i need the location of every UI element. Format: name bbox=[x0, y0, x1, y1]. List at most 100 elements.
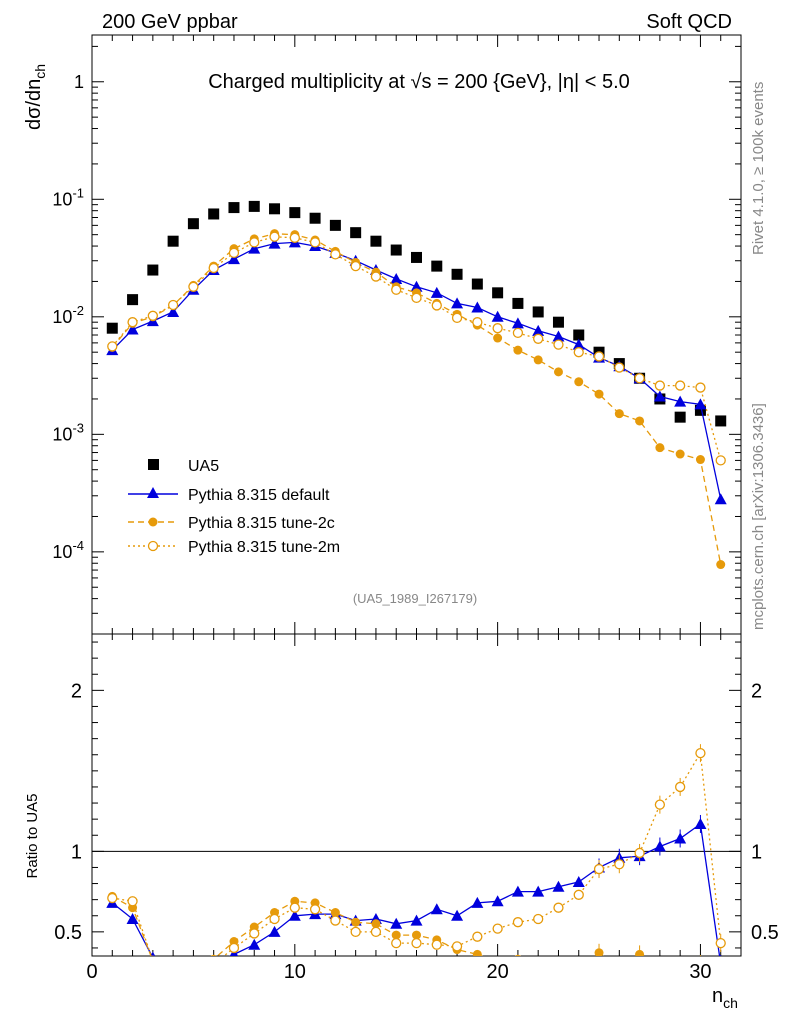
ratio-y-axis-label: Ratio to UA5 bbox=[24, 793, 41, 878]
series-line-pythia-8-315-tune-2m bbox=[111, 236, 722, 461]
y-tick-exponent: -3 bbox=[72, 420, 84, 435]
data-point-pythia-8-315-tune-2m-11 bbox=[309, 237, 321, 248]
ratio-point-pythia-8-315-tune-2m-22 bbox=[533, 913, 544, 925]
legend-label-tune-2c: Pythia 8.315 tune-2c bbox=[188, 515, 335, 532]
ratio-point-pythia-8-315-default-18 bbox=[451, 909, 464, 921]
y-tick-exponent: -2 bbox=[72, 303, 84, 318]
data-point-pythia-8-315-tune-2m-18 bbox=[451, 312, 463, 323]
data-point-pythia-8-315-tune-2c-21 bbox=[513, 345, 523, 355]
data-point-ua5-14 bbox=[370, 235, 382, 247]
data-point-ua5-22 bbox=[532, 306, 544, 318]
ratio-point-pythia-8-315-tune-2c-5 bbox=[189, 969, 198, 978]
data-point-ua5-3 bbox=[147, 264, 159, 276]
data-point-ua5-4 bbox=[167, 235, 179, 247]
ratio-point-pythia-8-315-tune-2m-14 bbox=[370, 926, 382, 937]
ratio-point-pythia-8-315-tune-2m-16 bbox=[411, 937, 422, 949]
data-point-pythia-8-315-tune-2m-6 bbox=[208, 262, 219, 274]
y-tick-exponent: -1 bbox=[72, 185, 84, 200]
legend-label-tune-2m: Pythia 8.315 tune-2m bbox=[188, 539, 340, 556]
x-tick-label: 20 bbox=[487, 961, 509, 983]
data-point-pythia-8-315-tune-2c-30 bbox=[695, 455, 705, 465]
data-point-ua5-19 bbox=[471, 278, 483, 290]
data-point-pythia-8-315-tune-2c-25 bbox=[594, 389, 604, 399]
data-point-pythia-8-315-tune-2m-1 bbox=[107, 341, 118, 352]
data-point-pythia-8-315-tune-2m-24 bbox=[573, 347, 584, 358]
ratio-point-pythia-8-315-tune-2c-27 bbox=[635, 949, 645, 956]
y-tick-label: 10-4 bbox=[52, 538, 84, 562]
data-point-pythia-8-315-default-19 bbox=[471, 301, 484, 313]
ratio-point-pythia-8-315-tune-2c-19 bbox=[472, 949, 482, 956]
ratio-point-pythia-8-315-tune-2c-28 bbox=[655, 971, 664, 980]
data-point-pythia-8-315-default-15 bbox=[390, 272, 403, 284]
data-point-ua5-5 bbox=[187, 218, 199, 230]
data-point-pythia-8-315-default-16 bbox=[410, 280, 423, 292]
ratio-y-tick-label-right: 0.5 bbox=[751, 922, 779, 944]
ratio-point-pythia-8-315-tune-2m-1 bbox=[107, 892, 118, 904]
data-point-pythia-8-315-tune-2m-31 bbox=[715, 455, 726, 466]
data-point-pythia-8-315-tune-2m-10 bbox=[289, 232, 300, 243]
ratio-point-pythia-8-315-default-28 bbox=[653, 840, 666, 852]
data-point-pythia-8-315-default-2 bbox=[126, 323, 139, 335]
data-point-ua5-29 bbox=[674, 411, 686, 423]
data-point-pythia-8-315-tune-2m-13 bbox=[350, 260, 361, 272]
data-point-ua5-16 bbox=[411, 251, 422, 263]
ratio-point-pythia-8-315-default-10 bbox=[288, 909, 301, 921]
ratio-point-pythia-8-315-tune-2m-25 bbox=[593, 863, 605, 875]
ratio-point-pythia-8-315-default-16 bbox=[410, 914, 423, 926]
ratio-point-pythia-8-315-tune-2m-21 bbox=[512, 917, 524, 928]
data-point-pythia-8-315-default-17 bbox=[430, 286, 443, 298]
ratio-point-pythia-8-315-default-4 bbox=[167, 971, 179, 982]
ratio-point-pythia-8-315-tune-2c-25 bbox=[594, 948, 604, 956]
ratio-point-pythia-8-315-tune-2c-22 bbox=[534, 963, 543, 972]
legend-marker-tune-2c bbox=[148, 517, 158, 527]
ratio-point-pythia-8-315-default-8 bbox=[248, 938, 261, 950]
data-point-pythia-8-315-tune-2m-30 bbox=[695, 382, 706, 393]
data-point-pythia-8-315-tune-2m-17 bbox=[431, 300, 442, 311]
data-point-pythia-8-315-tune-2m-20 bbox=[492, 323, 503, 334]
data-point-ua5-6 bbox=[208, 208, 220, 220]
ratio-point-pythia-8-315-tune-2c-15 bbox=[391, 930, 401, 940]
data-point-pythia-8-315-tune-2c-24 bbox=[574, 377, 584, 387]
data-point-ua5-20 bbox=[492, 287, 504, 299]
legend-marker-tune-2m bbox=[147, 540, 159, 552]
data-point-pythia-8-315-default-4 bbox=[167, 305, 180, 317]
data-point-ua5-17 bbox=[431, 260, 443, 272]
mcplots-label: mcplots.cern.ch [arXiv:1306.3436] bbox=[750, 403, 767, 630]
data-point-pythia-8-315-default-30 bbox=[694, 398, 707, 410]
data-point-pythia-8-315-tune-2c-22 bbox=[533, 355, 543, 365]
ratio-point-pythia-8-315-default-29 bbox=[674, 832, 687, 844]
legend-marker-ua5 bbox=[148, 459, 159, 470]
main-plot-panel: 10-4 10-3 10-2 10-1 1 bbox=[52, 34, 742, 635]
x-tick-label: 10 bbox=[284, 961, 306, 983]
ratio-point-pythia-8-315-tune-2m-9 bbox=[269, 913, 280, 925]
ratio-point-pythia-8-315-default-22 bbox=[532, 885, 545, 897]
ratio-point-pythia-8-315-default-23 bbox=[552, 880, 565, 892]
x-axis-label: nch bbox=[712, 985, 738, 1011]
data-point-pythia-8-315-tune-2m-25 bbox=[593, 351, 605, 362]
data-point-ua5-23 bbox=[552, 316, 564, 328]
data-point-ua5-31 bbox=[715, 415, 727, 427]
ratio-point-pythia-8-315-tune-2m-31 bbox=[715, 937, 726, 949]
ratio-point-pythia-8-315-default-9 bbox=[268, 925, 281, 937]
ratio-point-pythia-8-315-tune-2c-4 bbox=[169, 976, 178, 985]
ratio-point-pythia-8-315-default-15 bbox=[390, 917, 403, 929]
data-point-pythia-8-315-tune-2m-5 bbox=[188, 281, 199, 292]
ratio-point-pythia-8-315-tune-2c-23 bbox=[554, 966, 563, 975]
data-point-pythia-8-315-tune-2m-22 bbox=[533, 333, 544, 344]
ratio-point-pythia-8-315-default-5 bbox=[187, 966, 199, 977]
data-point-ua5-18 bbox=[451, 268, 463, 280]
data-point-pythia-8-315-tune-2c-26 bbox=[614, 409, 624, 419]
ratio-point-pythia-8-315-tune-2c-21 bbox=[514, 954, 522, 956]
ratio-point-pythia-8-315-tune-2m-15 bbox=[391, 937, 402, 949]
ratio-point-pythia-8-315-tune-2m-13 bbox=[350, 926, 361, 937]
ratio-point-pythia-8-315-tune-2c-12 bbox=[330, 908, 340, 918]
ratio-point-pythia-8-315-tune-2m-20 bbox=[492, 923, 503, 934]
data-point-pythia-8-315-tune-2m-2 bbox=[127, 317, 138, 328]
ratio-point-pythia-8-315-tune-2m-12 bbox=[330, 915, 341, 926]
data-point-pythia-8-315-tune-2c-27 bbox=[635, 416, 645, 426]
ratio-point-pythia-8-315-tune-2m-23 bbox=[553, 902, 564, 913]
ratio-plot-panel: 0.5 0.51 12 20 10 20 30 bbox=[54, 633, 779, 985]
data-point-pythia-8-315-default-24 bbox=[572, 338, 585, 350]
data-point-pythia-8-315-default-28 bbox=[653, 390, 666, 402]
